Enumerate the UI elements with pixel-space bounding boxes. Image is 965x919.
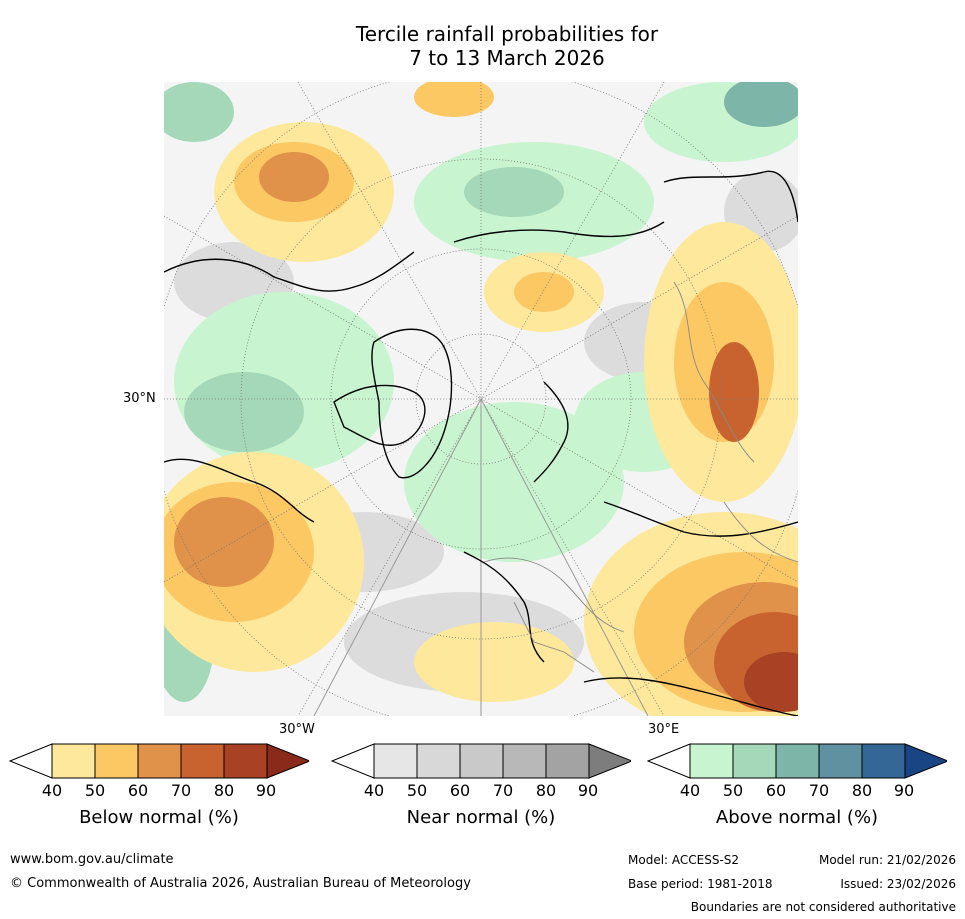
colorbar-min-extension bbox=[647, 743, 691, 779]
colorbar-label-near: Near normal (%) bbox=[406, 807, 556, 828]
tick-below-80: 80 bbox=[213, 781, 235, 800]
colorbar-segment bbox=[223, 743, 268, 779]
tick-above-50: 50 bbox=[722, 781, 744, 800]
country-borders bbox=[483, 281, 798, 673]
colorbar-near-normal bbox=[331, 743, 631, 779]
colorbar-segment bbox=[545, 743, 590, 779]
colorbar-segment bbox=[775, 743, 820, 779]
title-line-2: 7 to 13 March 2026 bbox=[409, 46, 605, 70]
tick-above-70: 70 bbox=[808, 781, 830, 800]
model-run-date: Model run: 21/02/2026 bbox=[818, 853, 956, 867]
tick-below-40: 40 bbox=[41, 781, 63, 800]
colorbar-segment bbox=[416, 743, 461, 779]
tick-near-70: 70 bbox=[492, 781, 514, 800]
longitude-label-30w: 30°W bbox=[279, 722, 315, 737]
colorbar-segment bbox=[689, 743, 734, 779]
tick-near-60: 60 bbox=[449, 781, 471, 800]
colorbar-above-normal bbox=[647, 743, 947, 779]
colorbar-segment bbox=[373, 743, 418, 779]
tick-below-60: 60 bbox=[127, 781, 149, 800]
colorbar-min-extension bbox=[9, 743, 53, 779]
colorbar-segment bbox=[94, 743, 139, 779]
colorbar-label-below: Below normal (%) bbox=[79, 807, 239, 828]
map-canvas bbox=[164, 82, 798, 716]
colorbar-below-normal bbox=[9, 743, 309, 779]
colorbar-min-extension bbox=[331, 743, 375, 779]
tick-below-70: 70 bbox=[170, 781, 192, 800]
tick-below-90: 90 bbox=[255, 781, 277, 800]
tick-below-50: 50 bbox=[84, 781, 106, 800]
latitude-label-30n: 30°N bbox=[123, 391, 156, 406]
model-name: Model: ACCESS-S2 bbox=[628, 853, 740, 867]
website-link[interactable]: www.bom.gov.au/climate bbox=[10, 852, 174, 867]
chart-title: Tercile rainfall probabilities for 7 to … bbox=[0, 22, 965, 70]
colorbar-max-extension bbox=[266, 743, 309, 779]
colorbar-label-above: Above normal (%) bbox=[715, 807, 879, 828]
colorbar-segment bbox=[732, 743, 777, 779]
colorbar-segment bbox=[459, 743, 504, 779]
colorbar-segment bbox=[137, 743, 182, 779]
rainfall-probability-map bbox=[164, 82, 798, 716]
issued-date: Issued: 23/02/2026 bbox=[840, 877, 956, 891]
meridian-lines bbox=[313, 398, 649, 716]
longitude-label-30e: 30°E bbox=[648, 722, 680, 737]
boundaries-disclaimer: Boundaries are not considered authoritat… bbox=[690, 900, 956, 914]
tick-near-90: 90 bbox=[577, 781, 599, 800]
tick-near-80: 80 bbox=[535, 781, 557, 800]
tick-near-50: 50 bbox=[406, 781, 428, 800]
tick-above-90: 90 bbox=[893, 781, 915, 800]
below-normal-regions bbox=[164, 82, 798, 716]
tick-above-40: 40 bbox=[679, 781, 701, 800]
colorbar-segment bbox=[180, 743, 225, 779]
tick-above-60: 60 bbox=[765, 781, 787, 800]
title-line-1: Tercile rainfall probabilities for bbox=[355, 22, 659, 46]
colorbar-max-extension bbox=[588, 743, 631, 779]
tick-above-80: 80 bbox=[851, 781, 873, 800]
copyright-text: © Commonwealth of Australia 2026, Austra… bbox=[10, 876, 471, 891]
colorbar-segment bbox=[51, 743, 96, 779]
tick-near-40: 40 bbox=[363, 781, 385, 800]
colorbar-segment bbox=[861, 743, 906, 779]
colorbar-segment bbox=[818, 743, 863, 779]
colorbar-segment bbox=[502, 743, 547, 779]
base-period: Base period: 1981-2018 bbox=[628, 877, 773, 891]
coastlines bbox=[164, 170, 798, 716]
colorbar-max-extension bbox=[904, 743, 947, 779]
